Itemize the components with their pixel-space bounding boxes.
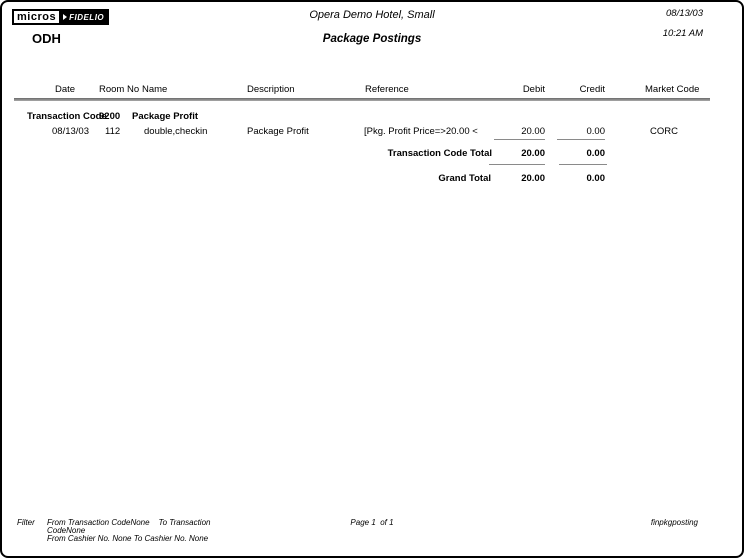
column-header-description: Description (247, 84, 295, 95)
fidelio-logo-box: FIDELIO (61, 9, 110, 25)
transaction-code-total-label: Transaction Code Total (387, 148, 492, 159)
fidelio-logo-text: FIDELIO (69, 12, 105, 22)
report-file-name: finpkgposting (650, 518, 698, 527)
column-header-debit: Debit (522, 84, 545, 95)
row-room-no: 112 (105, 126, 121, 137)
debit-total-rule (494, 139, 545, 140)
column-header-reference: Reference (365, 84, 409, 95)
report-date: 08/13/03 (666, 8, 703, 19)
row-market-code: CORC (650, 126, 678, 137)
row-credit: 0.00 (586, 126, 606, 137)
report-time: 10:21 AM (662, 28, 703, 39)
credit-total-rule (557, 139, 605, 140)
property-code: ODH (32, 31, 61, 46)
column-header-market-code: Market Code (645, 84, 700, 95)
row-description: Package Profit (247, 126, 309, 137)
row-name: double,checkin (144, 126, 208, 137)
row-reference: [Pkg. Profit Price=>20.00 < (364, 126, 478, 137)
column-header-room-no: Room No (99, 84, 140, 95)
column-header-date: Date (55, 84, 76, 95)
report-title: Package Postings (322, 33, 422, 45)
group-code: 9200 (99, 111, 121, 122)
filter-line-3: From Cashier No. None To Cashier No. Non… (47, 534, 209, 543)
column-header-credit: Credit (579, 84, 605, 95)
grand-total-label: Grand Total (438, 173, 491, 184)
transaction-code-total-credit: 0.00 (586, 148, 606, 159)
filter-line-1: From Transaction CodeNone To Transaction (47, 518, 211, 527)
page-number: Page 1 of 1 (350, 518, 394, 527)
micros-logo-text: micros (12, 9, 62, 25)
grand-total-debit: 20.00 (521, 173, 545, 184)
row-debit: 20.00 (521, 126, 545, 137)
filter-line-2: CodeNone (47, 526, 86, 535)
group-label: Transaction Code (27, 111, 107, 122)
filter-label: Filter (17, 518, 35, 527)
debit-grand-rule (489, 164, 545, 165)
credit-grand-rule (559, 164, 607, 165)
micros-fidelio-logo: micros FIDELIO (12, 9, 110, 25)
hotel-name: Opera Demo Hotel, Small (309, 9, 435, 21)
column-header-name: Name (142, 84, 168, 95)
row-date: 08/13/03 (52, 126, 89, 137)
header-rule (14, 98, 710, 101)
transaction-code-total-debit: 20.00 (521, 148, 545, 159)
grand-total-credit: 0.00 (586, 173, 606, 184)
chevron-right-icon (63, 14, 68, 20)
group-name: Package Profit (132, 111, 198, 122)
